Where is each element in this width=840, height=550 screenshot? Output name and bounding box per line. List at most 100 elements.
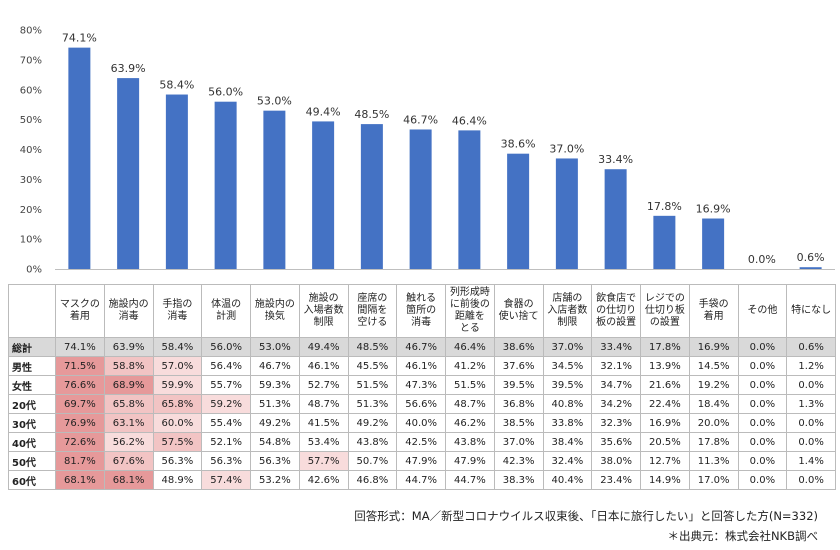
table-cell: 1.4% [786,451,836,471]
bar [360,124,383,269]
bar [458,130,481,269]
table-cell: 38.6% [493,337,544,357]
table-row: 女性 76.6% 68.9% 59.9% 55.7% 59.3% 52.7% 51.5% 47.… [8,375,836,395]
data-label: 58.4% [159,79,194,92]
table-cell: 37.0% [493,432,544,452]
table-cell: 76.9% [55,413,105,433]
table-cell: 42.3% [493,451,544,471]
table-cell: 42.6% [298,470,349,490]
table-cell: 34.5% [542,356,593,376]
table-cell: 0.0% [786,375,836,395]
table-cell: 44.7% [396,470,446,490]
bar [702,218,725,269]
table-cell: 21.6% [640,375,690,395]
bar [409,129,432,269]
table-cell: 14.5% [688,356,739,376]
row-label: 女性 [8,375,56,395]
table-cell: 49.2% [347,413,398,433]
table-cell: 51.5% [347,375,398,395]
table-cell: 1.2% [786,356,836,376]
table-cell: 37.0% [542,337,593,357]
table-cell: 17.8% [688,432,739,452]
column-header: 触れる 箇所の 消毒 [396,284,446,338]
table-cell: 11.3% [688,451,739,471]
table-cell: 69.7% [55,394,105,414]
table-cell: 56.6% [396,394,446,414]
table-cell: 39.5% [542,375,593,395]
column-header: 列形成時 に前後の 距離を とる [445,284,495,338]
footer-note: 回答形式：MA／新型コロナウイルス収束後、「日本に旅行したい」と回答した方(N=… [354,509,818,523]
table-cell: 65.8% [103,394,154,414]
data-table: マスクの 着用 施設内の 消毒 手指の 消毒 体温の 計測 施設内の 換気 施設の 入場者… [8,284,836,490]
y-tick-label: 30% [20,175,42,186]
table-cell: 74.1% [55,337,105,357]
table-row: 総計 74.1% 63.9% 58.4% 56.0% 53.0% 49.4% 48.5% 46.… [8,337,836,357]
table-cell: 13.9% [640,356,690,376]
table-cell: 46.1% [396,356,446,376]
y-tick-label: 60% [20,85,42,96]
table-cell: 53.2% [250,470,300,490]
table-row: 60代 68.1% 68.1% 48.9% 57.4% 53.2% 42.6% 46.8% 44… [8,470,836,490]
data-label: 48.5% [354,108,389,121]
table-cell: 0.0% [737,394,788,414]
data-label: 46.7% [403,113,438,126]
table-row: 30代 76.9% 63.1% 60.0% 55.4% 49.2% 41.5% 49.2% 40… [8,413,836,433]
table-cell: 48.5% [347,337,398,357]
table-cell: 45.5% [347,356,398,376]
bar-chart: 0% 10% 20% 30% 40% 50% 60% 70% 80% 74.1% 63.9% 58.4… [20,26,835,276]
table-cell: 0.0% [786,413,836,433]
table-cell: 49.4% [298,337,349,357]
table-cell: 56.2% [103,432,154,452]
column-header: 飲食店で の仕切り 板の設置 [591,284,641,338]
y-tick-label: 20% [20,205,42,216]
table-cell: 46.1% [298,356,349,376]
table-row: 50代 81.7% 67.6% 56.3% 56.3% 56.3% 57.7% 50.7% 47… [8,451,836,471]
table-cell: 0.0% [737,451,788,471]
table-cell: 46.2% [445,413,495,433]
table-cell: 68.1% [55,470,105,490]
table-cell: 34.7% [591,375,641,395]
data-label: 46.4% [452,114,487,127]
table-cell: 35.6% [591,432,641,452]
bar [507,153,530,269]
row-label: 男性 [8,356,56,376]
table-cell: 47.3% [396,375,446,395]
table-cell: 23.4% [591,470,641,490]
table-cell: 32.1% [591,356,641,376]
table-cell: 38.0% [591,451,641,471]
data-label: 53.0% [257,95,292,108]
table-cell: 18.4% [688,394,739,414]
row-label: 40代 [8,432,56,452]
column-header: 店舗の 入店者数 制限 [542,284,593,338]
table-cell: 17.8% [640,337,690,357]
table-cell: 12.7% [640,451,690,471]
table-cell: 51.5% [445,375,495,395]
table-cell: 47.9% [445,451,495,471]
table-cell: 48.9% [152,470,203,490]
table-cell: 65.8% [152,394,203,414]
table-cell: 48.7% [298,394,349,414]
row-label: 60代 [8,470,56,490]
table-cell: 37.6% [493,356,544,376]
table-cell: 14.9% [640,470,690,490]
data-label: 38.6% [501,138,536,151]
row-label: 30代 [8,413,56,433]
table-cell: 56.3% [152,451,203,471]
data-label: 37.0% [549,142,584,155]
row-label: 総計 [8,337,56,357]
table-cell: 47.9% [396,451,446,471]
bar [68,47,91,269]
table-cell: 57.4% [201,470,251,490]
y-tick-label: 40% [20,145,42,156]
table-cell: 0.6% [786,337,836,357]
bar [555,158,578,269]
table-cell: 40.4% [542,470,593,490]
table-cell: 56.3% [250,451,300,471]
table-cell: 42.5% [396,432,446,452]
table-cell: 36.8% [493,394,544,414]
table-corner-cell [8,284,56,338]
row-label: 50代 [8,451,56,471]
bar [263,110,286,269]
column-header: 施設内の 換気 [250,284,300,338]
table-cell: 16.9% [640,413,690,433]
